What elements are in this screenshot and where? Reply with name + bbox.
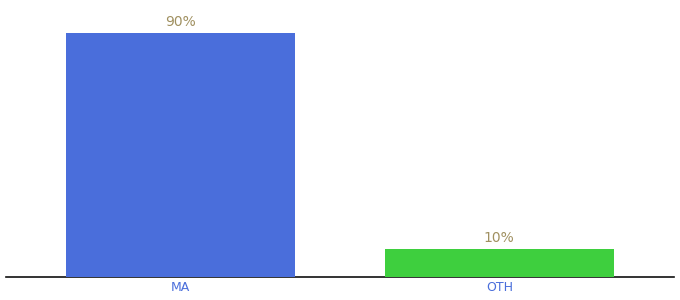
Bar: [385, 250, 614, 277]
Bar: [66, 33, 295, 277]
Text: 90%: 90%: [165, 15, 196, 28]
Text: 10%: 10%: [484, 231, 515, 245]
